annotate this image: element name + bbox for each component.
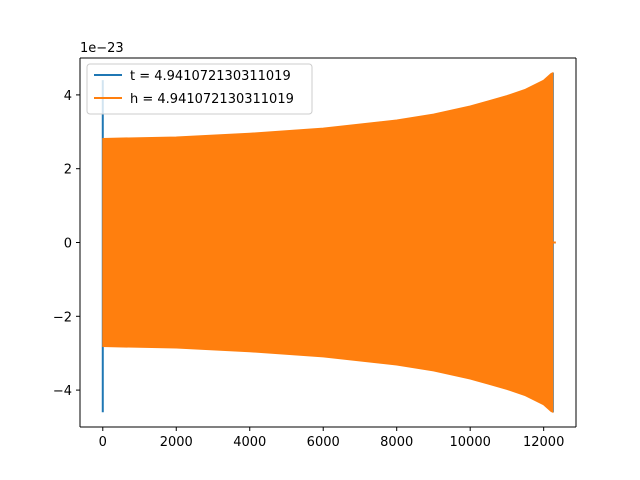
legend-box (86, 63, 313, 115)
x-tick-label: 2000 (160, 435, 193, 450)
legend-label-h: h = 4.941072130311019 (130, 92, 294, 107)
legend-label-t: t = 4.941072130311019 (130, 69, 291, 84)
y-axis: −4 −2 0 2 4 (53, 89, 80, 399)
x-tick-label: 8000 (380, 435, 413, 450)
y-tick-label: −4 (53, 384, 72, 399)
series-layer (101, 72, 556, 413)
x-tick-label: 6000 (307, 435, 340, 450)
x-tick-label: 12000 (523, 435, 564, 450)
x-tick-label: 0 (99, 435, 107, 450)
axes-frame (79, 57, 577, 428)
h-series-oscillation-band (102, 72, 554, 413)
x-tick-label: 4000 (233, 435, 266, 450)
y-offset-text: 1e−23 (80, 41, 124, 56)
y-tick-label: −2 (53, 310, 72, 325)
x-tick-label: 10000 (450, 435, 491, 450)
y-tick-label: 2 (64, 163, 72, 178)
x-axis: 0 2000 4000 6000 8000 10000 12000 (99, 427, 564, 450)
y-tick-label: 4 (64, 89, 72, 104)
legend: t = 4.941072130311019 h = 4.941072130311… (86, 63, 313, 115)
y-tick-label: 0 (64, 237, 72, 252)
